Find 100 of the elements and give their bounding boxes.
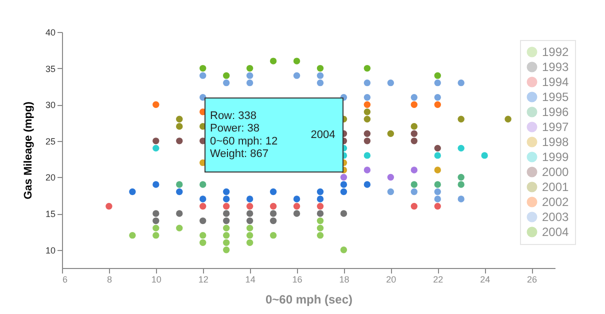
point — [270, 217, 277, 224]
x-axis-title: 0~60 mph (sec) — [265, 292, 353, 306]
point — [434, 166, 441, 174]
point — [434, 79, 441, 86]
point — [222, 210, 230, 217]
point — [504, 116, 512, 122]
point — [152, 181, 160, 188]
point — [316, 217, 324, 224]
point — [434, 144, 441, 152]
point — [200, 181, 206, 188]
point — [152, 210, 160, 217]
legend-label: 1994 — [542, 75, 570, 89]
point — [222, 217, 230, 224]
point — [410, 138, 418, 144]
point — [270, 232, 277, 239]
legend-label: 2000 — [542, 165, 570, 179]
point — [176, 138, 183, 144]
point — [410, 202, 418, 210]
point — [270, 210, 277, 217]
y-tick-label: 30 — [45, 100, 56, 110]
point — [270, 188, 277, 196]
point — [364, 138, 371, 144]
point — [246, 202, 254, 210]
point — [340, 210, 348, 217]
point — [270, 58, 277, 64]
point — [222, 202, 230, 210]
point — [293, 58, 300, 64]
point — [410, 188, 418, 196]
point — [293, 210, 300, 217]
legend-label: 2001 — [542, 180, 570, 194]
point — [270, 202, 277, 210]
point — [152, 232, 160, 239]
point — [387, 174, 394, 181]
legend-label: 1999 — [542, 150, 570, 164]
point — [316, 64, 324, 72]
point — [293, 196, 300, 202]
x-tick-label: 14 — [245, 274, 256, 284]
point — [200, 239, 206, 246]
annotation: 2004 — [310, 129, 336, 141]
point — [458, 181, 464, 188]
y-tick-label: 40 — [45, 28, 56, 38]
point — [293, 72, 300, 79]
point — [434, 202, 441, 210]
point — [458, 174, 464, 181]
x-tick-label: 8 — [106, 274, 112, 284]
point — [340, 174, 348, 181]
annotation: Weight: 867 — [210, 148, 269, 160]
point — [246, 79, 254, 86]
point — [434, 181, 441, 188]
point — [246, 232, 254, 239]
point — [246, 224, 254, 232]
point — [129, 232, 136, 239]
y-tick-label: 20 — [45, 172, 56, 183]
point — [316, 72, 324, 79]
point — [364, 79, 371, 86]
point — [316, 79, 324, 86]
y-tick-label: 15 — [45, 209, 56, 220]
x-tick-label: 10 — [151, 274, 162, 284]
point — [293, 202, 300, 210]
point — [152, 144, 160, 152]
y-axis-title: Gas Mileage (mpg) — [22, 101, 34, 200]
point — [222, 188, 230, 196]
point — [176, 181, 183, 188]
y-tick-label: 25 — [45, 136, 56, 146]
point — [364, 108, 371, 116]
point — [152, 101, 160, 108]
point — [364, 101, 371, 108]
point — [246, 196, 254, 202]
point — [246, 217, 254, 224]
legend-label: 1995 — [542, 90, 570, 104]
point — [434, 101, 441, 108]
point — [246, 239, 254, 246]
point — [316, 188, 324, 196]
legend-label: 1998 — [542, 135, 570, 149]
point — [200, 72, 206, 79]
point — [364, 94, 371, 101]
point — [222, 232, 230, 239]
point — [316, 196, 324, 202]
y-tick-label: 10 — [45, 245, 56, 256]
x-tick-label: 22 — [433, 274, 444, 284]
point — [364, 152, 371, 159]
point — [222, 79, 230, 86]
point — [222, 239, 230, 246]
point — [129, 188, 136, 196]
point — [387, 79, 394, 86]
point — [316, 232, 324, 239]
point — [434, 72, 441, 79]
legend-label: 1996 — [542, 105, 570, 119]
point — [434, 196, 441, 202]
point — [200, 202, 206, 210]
x-tick-label: 16 — [292, 274, 302, 284]
point — [340, 188, 348, 196]
point — [152, 217, 160, 224]
point — [176, 224, 183, 232]
point — [387, 130, 394, 138]
point — [410, 166, 418, 174]
y-tick-label: 35 — [45, 64, 56, 74]
point — [316, 224, 324, 232]
point — [410, 94, 418, 101]
point — [458, 79, 464, 86]
